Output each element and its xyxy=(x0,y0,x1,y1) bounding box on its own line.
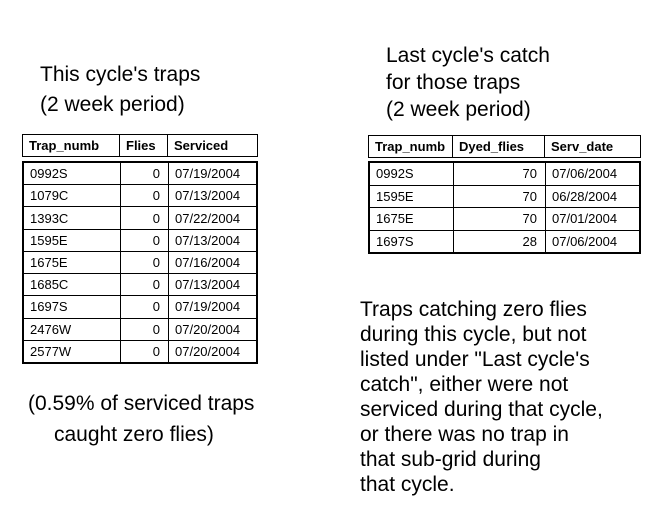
table-row: 0992S 0 07/19/2004 xyxy=(24,163,256,186)
table-row: 1675E 70 07/01/2004 xyxy=(370,208,639,231)
cell-dyed-flies: 70 xyxy=(454,208,546,230)
right-table-header: Trap_numb Dyed_flies Serv_date xyxy=(368,135,641,158)
cell-flies: 0 xyxy=(121,296,169,318)
column-header-serviced: Serviced xyxy=(174,138,229,153)
table-row: 1595E 0 07/13/2004 xyxy=(24,229,256,252)
left-table-header: Trap_numb Flies Serviced xyxy=(22,134,258,157)
cell-serviced: 07/20/2004 xyxy=(175,343,241,359)
cell-trap-number: 2476W xyxy=(24,318,121,340)
cell-dyed-flies: 28 xyxy=(454,230,546,252)
table-row: 1595E 70 06/28/2004 xyxy=(370,185,639,208)
cell-serv-date: 06/28/2004 xyxy=(552,188,618,204)
cell-serviced: 07/19/2004 xyxy=(175,299,241,315)
cell-flies: 0 xyxy=(121,274,169,296)
left-table-title: This cycle's traps (2 week period) xyxy=(40,63,201,116)
cell-trap-number: 1595E xyxy=(24,229,121,251)
cell-trap-number: 1079C xyxy=(24,185,121,207)
cell-flies: 0 xyxy=(121,185,169,207)
table-row: 1697S 0 07/19/2004 xyxy=(24,296,256,319)
cell-trap-number: 0992S xyxy=(24,163,121,185)
table-row: 1079C 0 07/13/2004 xyxy=(24,185,256,208)
cell-flies: 0 xyxy=(121,251,169,274)
cell-serviced: 07/13/2004 xyxy=(175,232,241,248)
cell-serv-date: 07/06/2004 xyxy=(552,233,618,249)
table-row: 1697S 28 07/06/2004 xyxy=(370,230,639,252)
cell-trap-number: 1675E xyxy=(370,208,454,230)
cell-trap-number: 1595E xyxy=(370,185,454,207)
cell-flies: 0 xyxy=(121,318,169,340)
cell-dyed-flies: 70 xyxy=(454,163,546,185)
column-header-trap-numb: Trap_numb xyxy=(369,136,453,157)
table-row: 2577W 0 07/20/2004 xyxy=(24,340,256,362)
cell-serviced: 07/19/2004 xyxy=(175,166,241,182)
cell-trap-number: 1697S xyxy=(370,230,454,252)
left-table-body: 0992S 0 07/19/2004 1079C 0 07/13/2004 13… xyxy=(22,161,258,364)
table-row: 2476W 0 07/20/2004 xyxy=(24,318,256,341)
cell-serv-date: 07/01/2004 xyxy=(552,211,618,227)
footnote-line1: (0.59% of serviced traps xyxy=(28,392,255,415)
cell-flies: 0 xyxy=(121,163,169,185)
cell-trap-number: 1393C xyxy=(24,207,121,229)
cell-flies: 0 xyxy=(121,340,169,362)
column-header-flies: Flies xyxy=(120,135,168,156)
cell-trap-number: 1685C xyxy=(24,274,121,296)
footnote: (0.59% of serviced traps caught zero fli… xyxy=(28,388,254,450)
column-header-serv-date: Serv_date xyxy=(551,139,614,154)
cell-serv-date: 07/06/2004 xyxy=(552,166,618,182)
table-row: 1393C 0 07/22/2004 xyxy=(24,207,256,230)
table-row: 1685C 0 07/13/2004 xyxy=(24,274,256,297)
cell-dyed-flies: 70 xyxy=(454,185,546,207)
right-table-title: Last cycle's catch for those traps (2 we… xyxy=(386,44,550,121)
cell-flies: 0 xyxy=(121,229,169,251)
table-row: 0992S 70 07/06/2004 xyxy=(370,163,639,186)
cell-trap-number: 0992S xyxy=(370,163,454,185)
cell-trap-number: 2577W xyxy=(24,340,121,362)
cell-serviced: 07/13/2004 xyxy=(175,277,241,293)
cell-serviced: 07/16/2004 xyxy=(175,254,241,270)
footnote-line2: caught zero flies) xyxy=(54,423,214,446)
cell-serviced: 07/20/2004 xyxy=(175,321,241,337)
cell-trap-number: 1675E xyxy=(24,251,121,274)
cell-serviced: 07/13/2004 xyxy=(175,188,241,204)
column-header-trap-numb: Trap_numb xyxy=(23,135,120,156)
cell-serviced: 07/22/2004 xyxy=(175,210,241,226)
explanation-note: Traps catching zero flies during this cy… xyxy=(360,298,603,496)
right-table-body: 0992S 70 07/06/2004 1595E 70 06/28/2004 … xyxy=(368,161,641,254)
cell-trap-number: 1697S xyxy=(24,296,121,318)
column-header-dyed-flies: Dyed_flies xyxy=(453,136,545,157)
table-row: 1675E 0 07/16/2004 xyxy=(24,251,256,275)
cell-flies: 0 xyxy=(121,207,169,229)
